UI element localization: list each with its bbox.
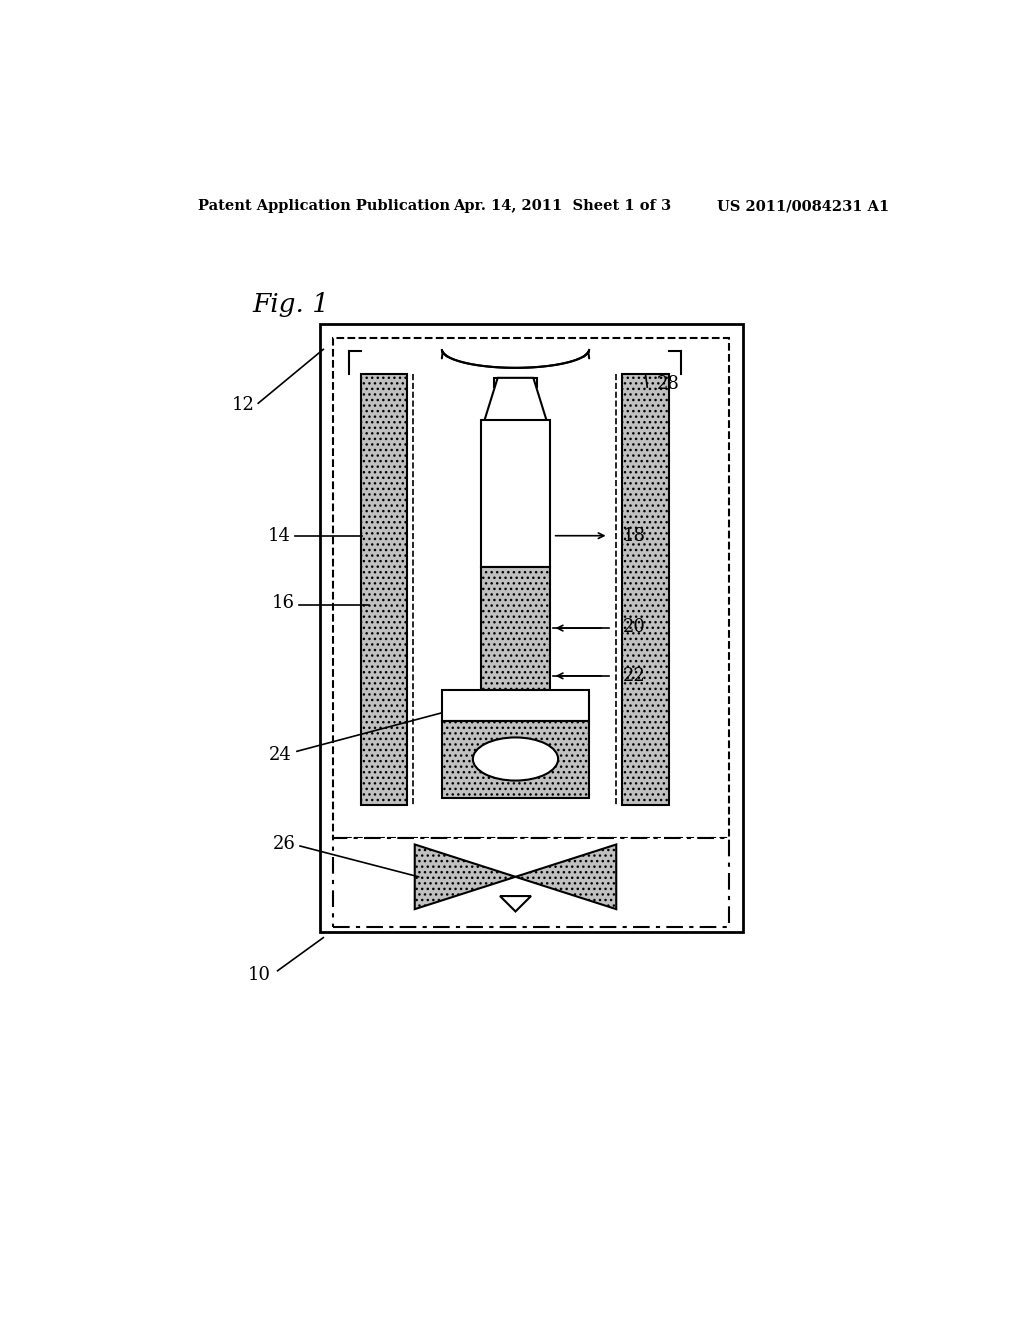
Bar (494, 378, 538, 387)
Text: US 2011/0084231 A1: US 2011/0084231 A1 (717, 199, 889, 213)
Bar (442, 721, 589, 797)
Text: 22: 22 (623, 667, 645, 685)
Text: 28: 28 (656, 375, 680, 393)
Polygon shape (515, 845, 616, 909)
Bar (334, 338, 729, 838)
Text: Apr. 14, 2011  Sheet 1 of 3: Apr. 14, 2011 Sheet 1 of 3 (454, 199, 672, 213)
Text: 14: 14 (267, 527, 291, 545)
Bar (334, 838, 729, 927)
Bar (623, 374, 669, 805)
Text: 26: 26 (273, 834, 296, 853)
Bar (360, 374, 407, 805)
Bar (442, 689, 589, 721)
Text: 16: 16 (271, 594, 295, 611)
Bar (480, 420, 550, 566)
Text: 12: 12 (231, 396, 254, 413)
Polygon shape (415, 845, 515, 909)
Ellipse shape (473, 738, 558, 780)
Text: 24: 24 (268, 746, 291, 764)
Bar (480, 566, 550, 689)
Text: 18: 18 (623, 527, 645, 545)
Bar (321, 323, 742, 932)
Polygon shape (500, 896, 531, 911)
Text: Fig. 1: Fig. 1 (252, 292, 329, 317)
Text: Patent Application Publication: Patent Application Publication (198, 199, 450, 213)
Polygon shape (484, 378, 547, 420)
Text: 20: 20 (623, 618, 645, 635)
Text: 10: 10 (248, 966, 271, 983)
